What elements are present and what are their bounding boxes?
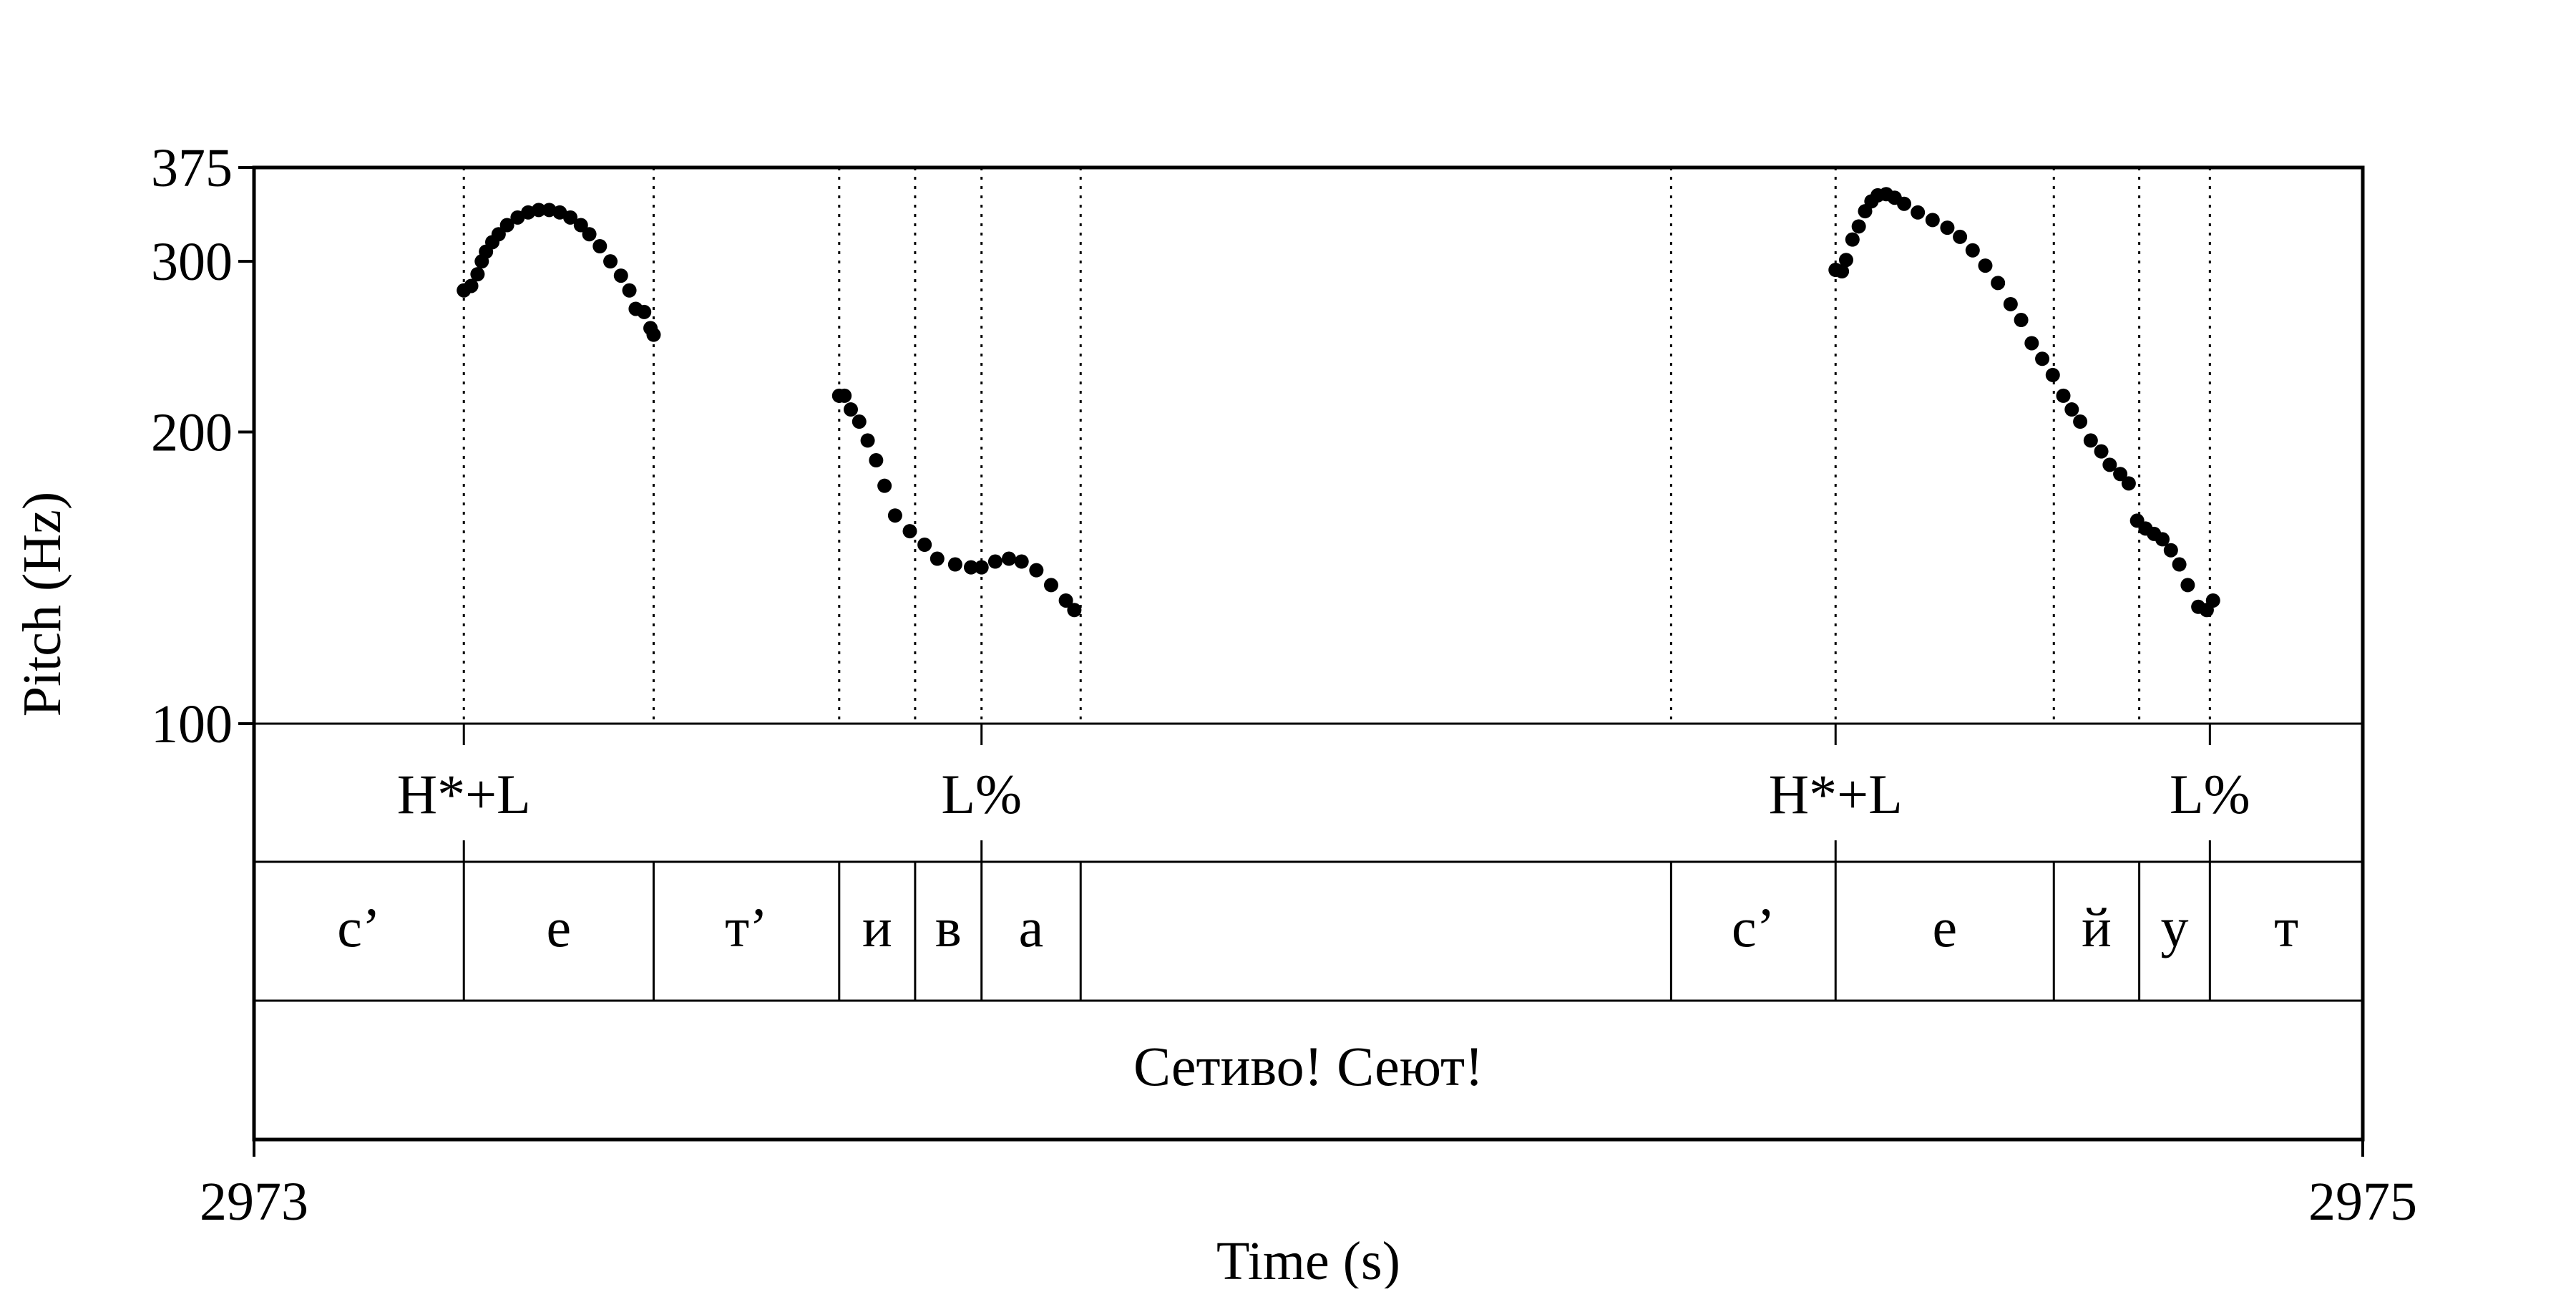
- pitch-point: [2073, 414, 2088, 429]
- pitch-point: [573, 218, 588, 233]
- segment-label: в: [935, 896, 962, 958]
- pitch-point: [563, 210, 578, 225]
- y-tick-label: 375: [151, 138, 233, 198]
- pitch-point: [1978, 258, 1993, 273]
- pitch-point: [603, 254, 618, 269]
- pitch-point: [1835, 264, 1850, 279]
- x-axis-label: Time (s): [1216, 1231, 1400, 1288]
- segment-label: у: [2160, 896, 2188, 958]
- x-tick-label: 2975: [2308, 1172, 2417, 1232]
- segment-label: й: [2082, 896, 2112, 958]
- pitch-point: [2045, 367, 2060, 382]
- pitch-point: [2102, 457, 2117, 472]
- pitch-point: [852, 414, 867, 429]
- pitch-point: [622, 283, 637, 298]
- tone-label: H*+L: [397, 763, 531, 825]
- pitch-point: [902, 524, 917, 539]
- pitch-point: [2113, 467, 2128, 482]
- pitch-point: [1014, 554, 1029, 569]
- pitch-point: [2003, 296, 2018, 311]
- tone-label: H*+L: [1769, 763, 1903, 825]
- segment-label: т: [2274, 896, 2298, 958]
- pitch-series: [457, 187, 2220, 618]
- pitch-point: [2024, 336, 2039, 351]
- pitch-point: [1897, 196, 1912, 211]
- pitch-point: [2083, 433, 2098, 448]
- segment-label: и: [862, 896, 892, 958]
- pitch-point: [837, 388, 852, 403]
- pitch-point: [491, 227, 506, 242]
- pitch-point: [974, 560, 989, 575]
- pitch-point: [2205, 593, 2220, 608]
- x-tick-label: 2973: [200, 1172, 308, 1232]
- pitch-point: [844, 402, 859, 417]
- y-axis-label: Pitch (Hz): [12, 492, 72, 717]
- pitch-point: [2180, 578, 2195, 593]
- pitch-point: [1953, 229, 1968, 244]
- pitch-point: [860, 433, 875, 448]
- pitch-point: [1838, 253, 1853, 268]
- plot-border: [252, 165, 2365, 1142]
- pitch-point: [499, 218, 514, 233]
- pitch-point: [2094, 444, 2109, 459]
- pitch-point: [2121, 476, 2136, 491]
- pitch-point: [987, 554, 1002, 569]
- boundary-lines: [462, 167, 2211, 724]
- pitch-point: [637, 304, 652, 319]
- pitch-point: [1925, 213, 1940, 228]
- pitch-point: [930, 551, 945, 566]
- plot-frame: [238, 165, 2365, 1157]
- pitch-point: [2035, 351, 2050, 366]
- tone-label: L%: [2170, 763, 2250, 825]
- segment-label: а: [1019, 896, 1044, 958]
- pitch-point: [2014, 313, 2029, 328]
- y-tick-label: 300: [151, 232, 233, 292]
- pitch-point: [1851, 219, 1866, 234]
- pitch-point: [1911, 205, 1926, 220]
- pitch-point: [2172, 557, 2187, 572]
- pitch-point: [1991, 276, 2006, 291]
- pitch-point: [887, 508, 902, 523]
- segment-label: е: [1932, 896, 1957, 958]
- pitch-point: [470, 267, 485, 282]
- pitch-point: [1965, 243, 1980, 258]
- word-label: Сетиво! Сеют!: [1133, 1035, 1483, 1097]
- segment-label: с’: [337, 896, 381, 958]
- pitch-point: [1058, 593, 1073, 608]
- pitch-point: [1845, 232, 1860, 247]
- tier-boundaries: [462, 724, 2211, 1001]
- pitch-point: [947, 557, 962, 572]
- segment-label: с’: [1732, 896, 1775, 958]
- pitch-point: [2155, 532, 2170, 547]
- chart-labels: 100 200 300 375 2973 2975 Time (s) Pitch (Hz) H*…: [12, 138, 2417, 1291]
- segment-label: т’: [725, 896, 768, 958]
- pitch-point: [869, 453, 884, 468]
- pitch-point: [1940, 220, 1955, 235]
- pitch-point: [1067, 603, 1082, 618]
- pitch-point: [646, 327, 661, 342]
- pitch-point: [2056, 388, 2071, 403]
- y-tick-label: 100: [151, 694, 233, 754]
- pitch-point: [877, 478, 892, 493]
- pitch-point: [582, 227, 597, 242]
- pitch-point: [2064, 402, 2079, 417]
- pitch-point: [1002, 551, 1017, 566]
- pitch-point: [917, 538, 932, 553]
- pitch-point: [531, 203, 546, 218]
- segment-label: е: [547, 896, 572, 958]
- tone-label: L%: [941, 763, 1022, 825]
- pitch-point: [963, 560, 978, 575]
- pitch-point: [613, 268, 628, 283]
- y-tick-label: 200: [151, 403, 233, 463]
- pitch-point: [464, 278, 479, 293]
- pitch-point: [1043, 578, 1058, 593]
- pitch-point: [2163, 543, 2178, 558]
- pitch-point: [592, 239, 608, 254]
- pitch-point: [1029, 563, 1044, 578]
